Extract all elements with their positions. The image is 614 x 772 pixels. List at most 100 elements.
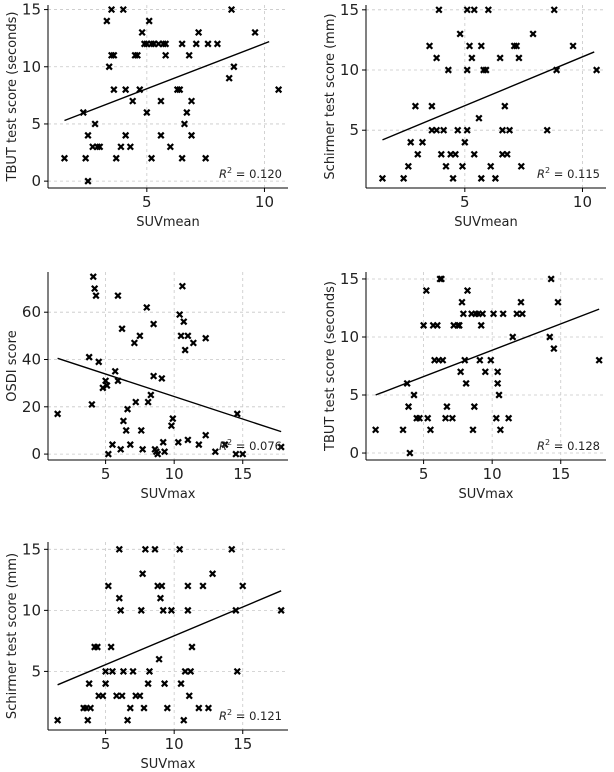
data-point-stroke: [110, 86, 118, 94]
data-point: [494, 368, 502, 376]
data-point-stroke: [137, 426, 145, 435]
data-point: [117, 143, 125, 151]
y-tick-label: 20: [22, 398, 41, 416]
data-point: [162, 51, 170, 59]
data-point: [110, 86, 118, 94]
data-point: [233, 410, 241, 418]
data-point-stroke: [228, 545, 236, 553]
data-point-stroke: [163, 704, 171, 712]
data-point: [433, 54, 441, 62]
data-point-stroke: [213, 40, 221, 48]
data-point: [202, 334, 210, 342]
y-tick-label: 40: [22, 350, 41, 368]
x-tick-label: 5: [101, 735, 111, 753]
data-point: [147, 154, 156, 162]
data-point: [513, 42, 521, 50]
data-point-stroke: [451, 150, 459, 158]
data-point: [213, 40, 221, 48]
data-point-stroke: [458, 298, 466, 306]
data-point-stroke: [123, 716, 132, 724]
data-point-stroke: [133, 51, 141, 59]
data-point: [85, 680, 93, 688]
data-point: [119, 417, 128, 425]
data-point: [550, 345, 558, 353]
data-point: [129, 667, 137, 675]
data-point: [463, 286, 472, 295]
data-point: [60, 154, 69, 162]
data-point-stroke: [440, 126, 448, 134]
data-point-stroke: [151, 545, 159, 553]
r-squared-value: = 0.128: [550, 439, 600, 453]
data-point: [239, 582, 247, 590]
data-point-stroke: [477, 42, 485, 50]
data-point-stroke: [130, 339, 138, 347]
data-point-stroke: [166, 143, 174, 151]
data-point: [459, 310, 467, 318]
data-point-stroke: [204, 40, 212, 48]
data-point: [448, 414, 456, 422]
data-point-stroke: [54, 716, 62, 724]
data-point-stroke: [459, 310, 467, 318]
data-point-stroke: [225, 74, 233, 82]
data-point-stroke: [372, 426, 380, 434]
data-point: [553, 66, 561, 74]
data-point-stroke: [84, 177, 92, 185]
data-point-stroke: [595, 356, 603, 364]
data-point: [102, 667, 110, 675]
r-squared-value: = 0.120: [232, 167, 282, 181]
data-point: [139, 445, 147, 453]
data-point: [181, 667, 189, 675]
data-point-stroke: [227, 5, 236, 14]
data-point-stroke: [230, 63, 238, 71]
data-point: [491, 174, 499, 182]
data-point-stroke: [455, 321, 463, 329]
data-point-stroke: [126, 704, 134, 712]
data-point-stroke: [180, 318, 188, 326]
data-point: [232, 450, 240, 458]
data-point: [470, 403, 478, 411]
y-tick-label: 0: [31, 445, 41, 463]
data-point-stroke: [406, 449, 414, 457]
data-point-stroke: [183, 108, 191, 117]
data-point-stroke: [184, 436, 192, 444]
data-point-stroke: [442, 162, 450, 170]
data-point-stroke: [554, 298, 562, 306]
data-point: [498, 126, 507, 134]
data-point-stroke: [478, 310, 487, 318]
data-point: [239, 450, 247, 458]
r-squared-symbol: R: [219, 167, 227, 181]
r-squared-value: = 0.076: [232, 439, 282, 453]
data-point: [99, 384, 107, 392]
data-point: [167, 422, 176, 430]
data-point-stroke: [437, 150, 445, 158]
data-point: [126, 704, 134, 712]
y-axis-label: TBUT test score (seconds): [5, 12, 20, 183]
data-point-stroke: [433, 54, 441, 62]
data-point-stroke: [167, 422, 176, 430]
data-point: [496, 54, 504, 62]
data-point: [130, 339, 138, 347]
data-point: [435, 6, 443, 14]
data-point: [158, 582, 166, 590]
data-point: [195, 704, 203, 712]
data-point-stroke: [475, 114, 483, 122]
data-point: [494, 379, 502, 387]
y-tick-label: 60: [22, 303, 41, 321]
data-point-stroke: [107, 5, 116, 14]
x-tick-label: 10: [165, 735, 184, 753]
data-point-stroke: [181, 667, 189, 675]
data-point: [185, 51, 193, 59]
r-squared-superscript: 2: [227, 708, 232, 717]
data-point: [515, 54, 523, 62]
data-point-stroke: [144, 680, 152, 688]
data-point-stroke: [160, 448, 169, 456]
data-point: [85, 353, 93, 361]
data-point-stroke: [199, 582, 207, 590]
data-point: [420, 321, 428, 329]
data-point-stroke: [150, 320, 158, 328]
data-point-stroke: [482, 66, 490, 74]
data-point-stroke: [189, 339, 197, 347]
data-point: [108, 441, 117, 449]
data-point: [187, 667, 195, 675]
